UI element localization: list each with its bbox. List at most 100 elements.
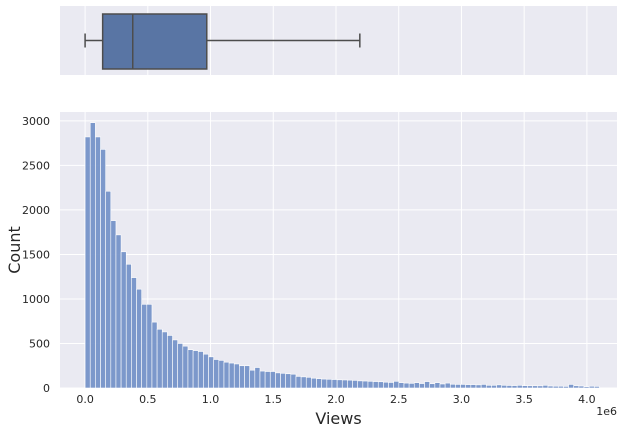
histogram-bar xyxy=(275,372,281,389)
histogram-bar xyxy=(316,378,322,389)
histogram-bar xyxy=(341,379,348,389)
x-tick-label: 4.0 xyxy=(578,393,596,406)
y-tick-label: 2500 xyxy=(22,159,50,172)
histogram-bar xyxy=(249,369,256,389)
x-tick-label: 1.0 xyxy=(202,393,220,406)
histogram-bar xyxy=(475,384,482,389)
histogram-bar xyxy=(300,376,307,389)
histogram-bar xyxy=(305,377,312,389)
histogram-bar xyxy=(136,288,142,389)
histogram-bar xyxy=(167,335,173,389)
histogram-bar xyxy=(388,382,394,389)
y-tick-label: 1500 xyxy=(22,248,50,261)
histogram-bar xyxy=(177,343,184,389)
y-axis-label: Count xyxy=(5,226,24,274)
histogram-bar xyxy=(511,385,518,389)
x-tick-label: 1.5 xyxy=(265,393,283,406)
histogram-bar xyxy=(161,331,168,389)
histogram-bar xyxy=(187,349,194,389)
histogram-bar xyxy=(203,353,209,389)
histogram-bar xyxy=(552,385,559,389)
histogram-bar xyxy=(557,385,564,389)
histogram-bar xyxy=(449,383,456,389)
histogram-bar xyxy=(213,359,220,389)
histogram-bar xyxy=(496,384,503,389)
histogram-bar xyxy=(367,381,374,389)
histogram-bar xyxy=(352,380,358,389)
histogram-bar xyxy=(141,304,148,389)
histogram-bar xyxy=(89,122,96,389)
histogram-bar xyxy=(377,381,384,389)
histogram-bar xyxy=(264,371,271,389)
histogram-bar xyxy=(470,384,477,389)
histogram-bar xyxy=(383,381,389,389)
histogram-bar xyxy=(460,384,467,389)
histogram-bar xyxy=(331,379,338,389)
histogram-bar xyxy=(465,384,472,389)
histogram-bar xyxy=(408,383,415,389)
histogram-bar xyxy=(131,277,137,389)
histogram-bar xyxy=(311,377,317,389)
histogram-bar xyxy=(527,385,533,389)
histogram-bar xyxy=(439,383,446,389)
histogram-bar xyxy=(151,321,158,389)
histogram-bar xyxy=(223,361,230,389)
histogram-bar xyxy=(326,378,333,389)
histogram-bar xyxy=(146,304,153,389)
histogram-bar xyxy=(563,386,569,389)
histogram-bar xyxy=(95,136,101,389)
histogram-bar xyxy=(429,383,436,389)
histogram-bar xyxy=(280,373,286,389)
histogram-bar xyxy=(182,345,189,389)
histogram-bar xyxy=(593,386,600,389)
histogram-bar xyxy=(434,382,441,389)
y-tick-label: 500 xyxy=(29,337,50,350)
histogram-bar xyxy=(110,220,117,389)
histogram-bar xyxy=(424,381,431,389)
histogram-bar xyxy=(254,367,261,389)
histogram-bar xyxy=(578,385,585,389)
histogram-bar xyxy=(542,385,549,389)
y-tick-label: 2000 xyxy=(22,204,50,217)
histogram-bar xyxy=(336,379,343,389)
x-tick-labels: 0.0 0.5 1.0 1.5 2.0 2.5 3.0 3.5 4.0 xyxy=(76,393,595,406)
boxplot-panel xyxy=(60,6,617,75)
histogram-bar xyxy=(269,371,276,389)
x-offset-label: 1e6 xyxy=(596,405,617,418)
histogram-bar xyxy=(197,351,204,389)
histogram-bar xyxy=(115,234,122,389)
histogram-bar xyxy=(233,363,240,389)
histogram-bar xyxy=(125,263,132,389)
histogram-bar xyxy=(444,382,451,389)
histogram-bar xyxy=(491,385,497,389)
histogram-bar xyxy=(568,384,575,389)
histogram-bar xyxy=(413,382,420,389)
histogram-bar xyxy=(290,373,297,389)
histogram-bar xyxy=(208,356,214,389)
x-tick-label: 3.0 xyxy=(453,393,471,406)
histogram-bar xyxy=(501,385,508,389)
histogram-bar xyxy=(362,380,369,389)
histogram-bar xyxy=(393,381,400,389)
histogram-bar xyxy=(321,378,328,389)
histogram-bar xyxy=(537,385,544,389)
histogram-bar xyxy=(259,370,266,389)
x-tick-label: 3.5 xyxy=(515,393,533,406)
histogram-bar xyxy=(100,149,106,389)
histogram-bar xyxy=(172,339,178,389)
histogram-bar xyxy=(239,365,245,389)
histogram-bar xyxy=(521,385,528,389)
histogram-bar xyxy=(295,376,302,389)
histogram-bar xyxy=(480,384,487,389)
histogram-bar xyxy=(547,385,554,389)
boxplot-marks xyxy=(84,13,361,70)
x-tick-label: 2.0 xyxy=(327,393,345,406)
histogram-bar xyxy=(583,386,590,389)
histogram-bar xyxy=(455,384,461,389)
x-axis-label: Views xyxy=(315,409,361,428)
histogram-bar xyxy=(105,190,112,389)
histogram-bar xyxy=(419,383,425,389)
histogram-bar xyxy=(285,373,292,389)
histogram-bar xyxy=(485,385,492,389)
histogram-bar xyxy=(347,379,353,389)
